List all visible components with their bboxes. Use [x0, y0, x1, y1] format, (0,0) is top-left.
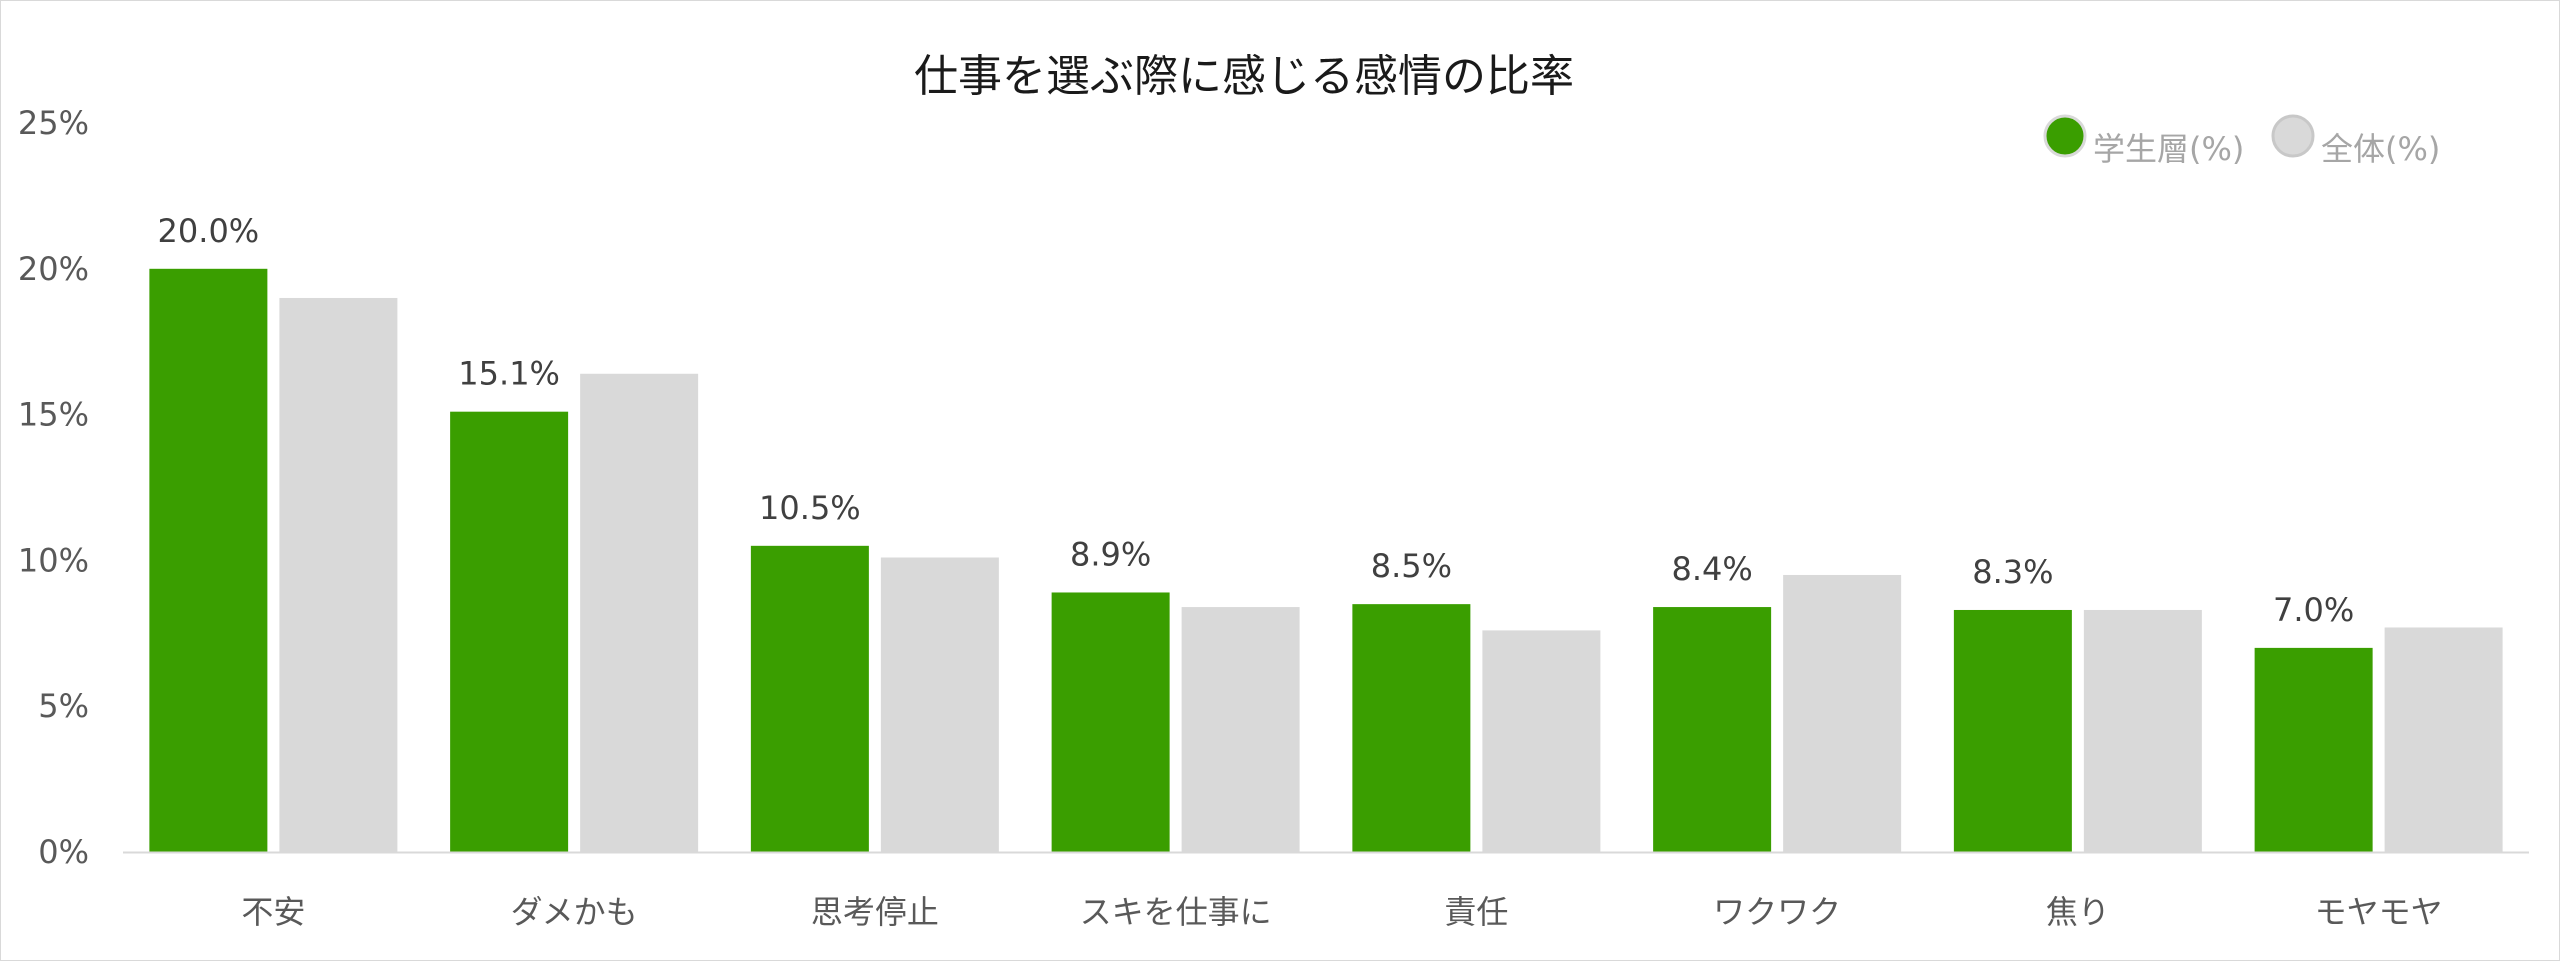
data-labels-group: 20.0% 15.1% 10.5% 8.9% 8.5% 8.4% 8.3% 7.0%: [158, 212, 2355, 629]
bar-student: [2254, 647, 2373, 852]
legend-label: 全体(%): [2321, 130, 2440, 168]
x-category-label: 不安: [241, 893, 305, 931]
legend: 学生層(%) 全体(%): [2043, 114, 2440, 168]
bar-student: [1653, 607, 1772, 852]
y-axis: 0% 5% 10% 15% 20% 25%: [18, 104, 89, 871]
bar-overall: [1181, 607, 1300, 852]
chart-title: 仕事を選ぶ際に感じる感情の比率: [914, 51, 1574, 102]
x-category-label: モヤモヤ: [2315, 893, 2443, 931]
bar-student: [450, 411, 569, 852]
x-category-label: ワクワク: [1713, 893, 1841, 931]
data-label: 20.0%: [158, 212, 260, 250]
bar-overall: [2083, 609, 2202, 852]
data-label: 8.3%: [1972, 553, 2053, 591]
bar-student: [149, 268, 268, 852]
legend-marker: [2271, 114, 2315, 158]
x-category-label: 焦り: [2046, 893, 2110, 931]
data-label: 7.0%: [2273, 591, 2354, 629]
data-label: 8.4%: [1671, 550, 1752, 588]
x-axis: 不安 ダメかも 思考停止 スキを仕事に 責任 ワクワク 焦り モヤモヤ: [123, 851, 2529, 931]
bar-overall: [279, 297, 398, 853]
y-tick-label: 0%: [38, 833, 89, 871]
legend-label: 学生層(%): [2093, 130, 2244, 168]
data-label: 15.1%: [458, 355, 560, 393]
bar-overall: [1783, 574, 1902, 852]
bar-overall: [580, 373, 699, 852]
bar-student: [750, 545, 869, 852]
data-label: 8.5%: [1371, 547, 1452, 585]
bar-student: [1953, 609, 2072, 852]
x-category-label: ダメかも: [511, 893, 638, 931]
x-category-label: スキを仕事に: [1080, 893, 1272, 931]
bar-overall: [1482, 630, 1601, 852]
y-tick-label: 25%: [18, 104, 89, 142]
bar-overall: [880, 557, 999, 852]
x-category-label: 責任: [1444, 893, 1508, 931]
x-category-label: 思考停止: [811, 893, 939, 931]
data-label: 10.5%: [759, 489, 861, 527]
bar-student: [1051, 592, 1170, 852]
bar-student: [1352, 604, 1471, 852]
data-label: 8.9%: [1070, 535, 1151, 573]
y-tick-label: 15%: [18, 396, 89, 434]
legend-marker: [2043, 114, 2087, 158]
y-tick-label: 10%: [18, 541, 89, 579]
y-tick-label: 20%: [18, 250, 89, 288]
bar-overall: [2384, 627, 2503, 852]
y-tick-label: 5%: [38, 687, 89, 725]
bars-group: [149, 268, 2503, 853]
